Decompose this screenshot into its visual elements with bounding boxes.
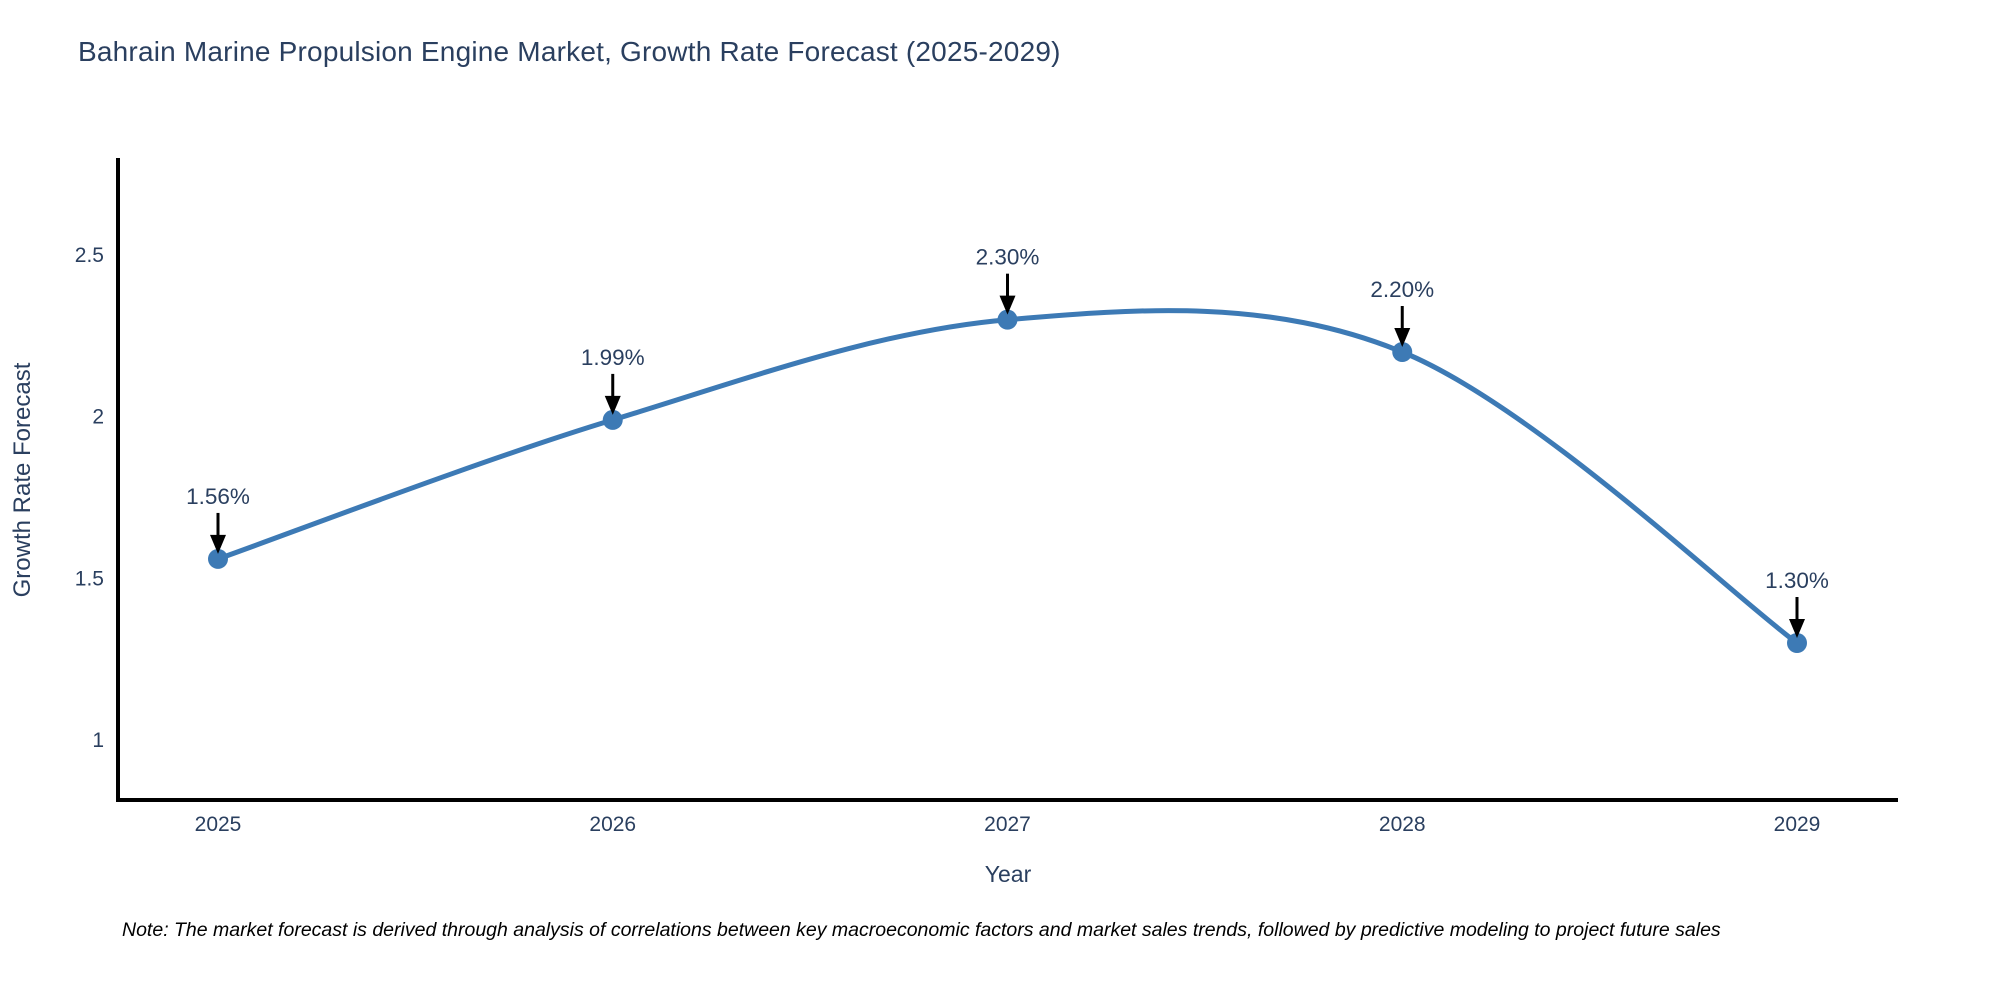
y-tick-label: 1.5 — [75, 567, 104, 590]
point-value-label: 1.56% — [186, 484, 250, 509]
x-tick-label: 2026 — [589, 813, 636, 836]
point-annotations: 1.56% 1.99% 2.30% 2.20% 1.30% — [186, 245, 1829, 638]
chart-title: Bahrain Marine Propulsion Engine Market,… — [78, 36, 1061, 67]
trend-line — [215, 308, 1800, 646]
axis-spines — [116, 158, 1898, 802]
footnote: Note: The market forecast is derived thr… — [122, 919, 1721, 941]
point-value-label: 1.30% — [1765, 568, 1829, 593]
x-tick-label: 2029 — [1774, 813, 1821, 836]
x-tick-label: 2025 — [195, 813, 242, 836]
data-point-marker — [602, 409, 623, 430]
annotation-arrowhead-icon — [1394, 327, 1411, 347]
data-point-marker — [208, 548, 228, 569]
data-point-marker — [997, 309, 1018, 330]
point-value-label: 2.20% — [1370, 277, 1434, 302]
annotation-arrowhead-icon — [1789, 618, 1805, 638]
data-point-marker — [1392, 341, 1413, 362]
x-tick-label: 2027 — [984, 813, 1031, 836]
data-point-marker — [1787, 632, 1807, 653]
point-value-label: 1.99% — [581, 345, 645, 370]
axis-tick-labels: 2.5 2 1.5 1 2025 2026 2027 2028 2029 — [75, 244, 1821, 836]
y-tick-label: 2.5 — [75, 244, 104, 267]
y-axis-title: Growth Rate Forecast — [9, 362, 36, 597]
y-tick-label: 2 — [92, 406, 104, 429]
line-series — [208, 308, 1807, 653]
annotation-arrowhead-icon — [604, 395, 621, 415]
y-tick-label: 1 — [92, 729, 104, 752]
x-tick-label: 2028 — [1379, 813, 1426, 836]
annotation-arrowhead-icon — [999, 295, 1016, 315]
annotation-arrowhead-icon — [210, 534, 226, 554]
point-value-label: 2.30% — [976, 245, 1040, 270]
x-axis-title: Year — [985, 861, 1032, 887]
